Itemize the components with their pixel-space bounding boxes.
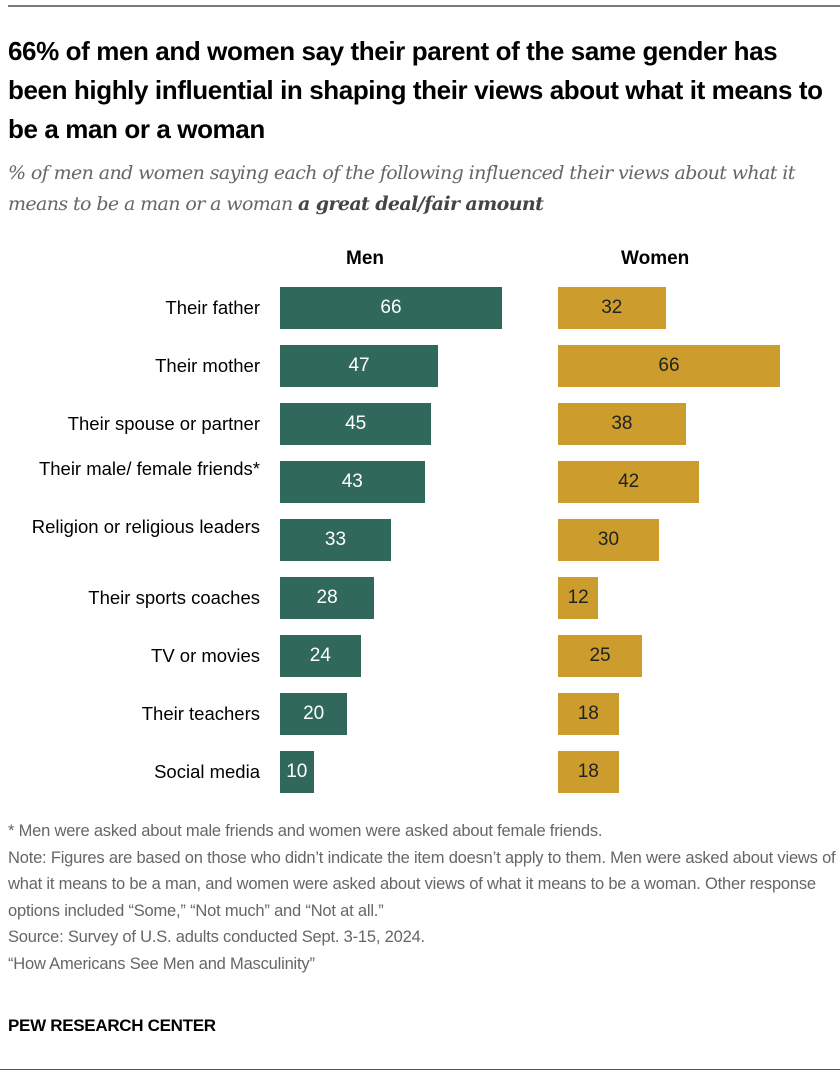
category-label: Their male/ female friends* [38, 458, 260, 479]
men-bar: 45 [280, 403, 432, 445]
women-bar: 18 [558, 751, 619, 793]
category-label: TV or movies [151, 645, 260, 666]
women-bar: 18 [558, 693, 619, 735]
women-value-label: 25 [589, 645, 611, 666]
women-bar: 66 [558, 345, 780, 387]
women-value-label: 12 [567, 587, 589, 608]
women-value-label: 18 [577, 703, 599, 724]
men-value-label: 33 [324, 529, 347, 550]
women-bar: 38 [558, 403, 686, 445]
men-value-label: 20 [303, 703, 325, 724]
footnote-asterisk: * Men were asked about male friends and … [8, 822, 603, 840]
women-bar: 32 [558, 287, 666, 329]
category-label: Their sports coaches [88, 587, 260, 608]
women-bar: 30 [558, 519, 659, 561]
men-value-label: 45 [345, 413, 367, 434]
women-value-label: 38 [611, 413, 633, 434]
footnote-source: Source: Survey of U.S. adults conducted … [8, 928, 425, 946]
men-bar: 28 [280, 577, 375, 619]
men-bar: 43 [280, 461, 425, 503]
women-bar: 42 [558, 461, 700, 503]
women-value-label: 30 [597, 529, 620, 550]
bottom-rule [0, 1069, 840, 1070]
men-bar: 24 [280, 635, 361, 677]
women-value-label: 42 [618, 471, 640, 492]
category-label: Social media [154, 761, 260, 782]
category-label: Their mother [155, 355, 260, 376]
footnote-report: “How Americans See Men and Masculinity” [8, 954, 315, 973]
men-value-label: 24 [309, 645, 331, 666]
women-value-label: 18 [577, 761, 599, 782]
women-bar: 12 [558, 577, 599, 619]
men-column-header: Men [346, 248, 384, 269]
brand-logo-text: PEW RESEARCH CENTER [8, 1016, 216, 1035]
chart-title: 66% of men and women say their parent of… [8, 36, 823, 144]
top-rule [8, 5, 840, 7]
category-label: Their spouse or partner [67, 413, 260, 434]
women-bar: 25 [558, 635, 643, 677]
men-value-label: 47 [348, 355, 370, 376]
women-value-label: 66 [658, 355, 680, 376]
men-bar: 10 [280, 751, 314, 793]
chart-subtitle: % of men and women saying each of the fo… [8, 158, 838, 220]
men-bar: 20 [280, 693, 348, 735]
men-value-label: 43 [341, 471, 363, 492]
category-label: Their teachers [141, 703, 260, 724]
category-label: Religion or religious leaders [31, 516, 260, 537]
women-value-label: 32 [601, 297, 623, 318]
men-bar: 47 [280, 345, 439, 387]
subtitle-text: % of men and women saying each of the fo… [8, 162, 795, 215]
men-value-label: 28 [316, 587, 338, 608]
men-value-label: 10 [286, 761, 308, 782]
category-label: Their father [165, 297, 260, 318]
chart-notes: * Men were asked about male friends and … [8, 818, 838, 977]
men-bar: 33 [280, 519, 391, 561]
subtitle-emphasis: a great deal/fair amount [298, 193, 544, 215]
men-value-label: 66 [380, 297, 402, 318]
men-bar: 66 [280, 287, 502, 329]
footnote-note: Note: Figures are based on those who did… [8, 848, 836, 920]
women-column-header: Women [621, 248, 690, 269]
